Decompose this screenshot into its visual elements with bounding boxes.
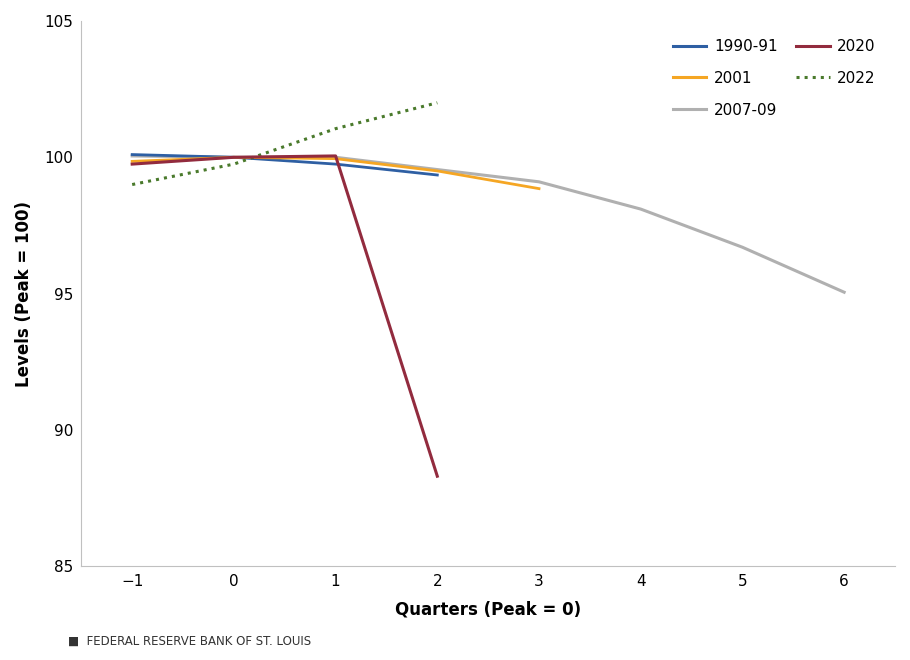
Text: ■  FEDERAL RESERVE BANK OF ST. LOUIS: ■ FEDERAL RESERVE BANK OF ST. LOUIS [68, 635, 311, 648]
Legend: 1990-91, 2001, 2007-09, 2020, 2022, : 1990-91, 2001, 2007-09, 2020, 2022, [665, 32, 884, 125]
Y-axis label: Levels (Peak = 100): Levels (Peak = 100) [15, 201, 33, 387]
X-axis label: Quarters (Peak = 0): Quarters (Peak = 0) [395, 601, 581, 618]
